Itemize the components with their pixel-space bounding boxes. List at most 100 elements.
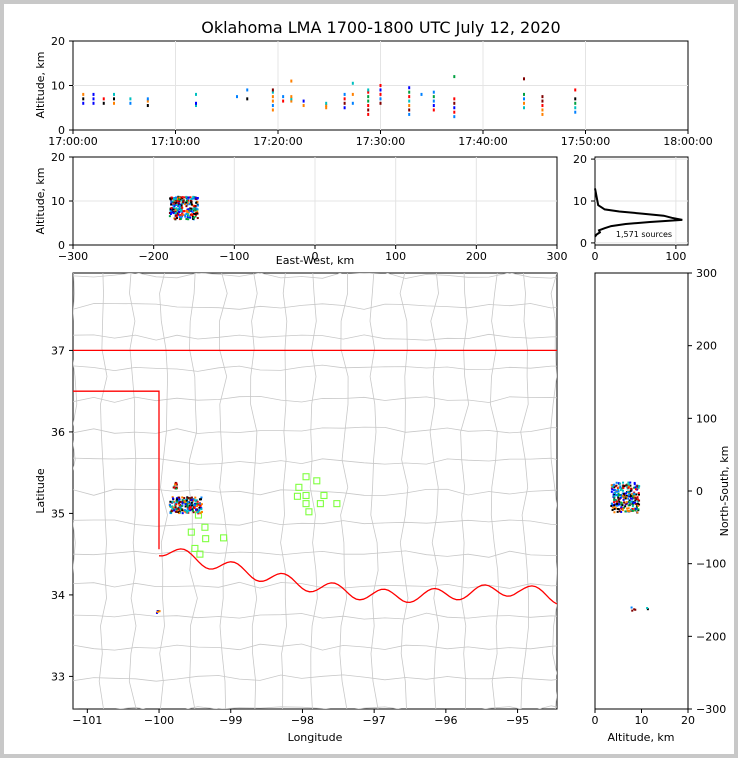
ew-source-mark: [173, 217, 176, 220]
ns-source-mark: [616, 494, 619, 497]
map-source-mark: [181, 509, 184, 512]
ns-x-tick-label: 20: [681, 714, 695, 727]
ew-tick-label: 200: [466, 250, 487, 263]
time-source-mark: [541, 112, 544, 116]
ew-source-mark: [171, 197, 174, 200]
ns-source-mark: [632, 502, 635, 505]
time-source-mark: [574, 97, 577, 101]
ew-source-mark: [196, 212, 199, 215]
ew-source-mark: [180, 216, 183, 219]
ns-source-mark: [612, 493, 615, 496]
ew-source-mark: [181, 206, 184, 209]
ns-source-mark: [625, 501, 628, 504]
time-source-mark: [146, 97, 149, 101]
ew-source-mark: [173, 200, 176, 203]
map-source-mark: [193, 503, 196, 506]
map-source-mark: [181, 496, 184, 499]
map-source-mark: [198, 498, 201, 501]
ns-source-mark: [625, 496, 628, 499]
ew-source-mark: [173, 197, 176, 200]
time-source-mark: [367, 99, 370, 103]
ew-source-mark: [174, 199, 177, 202]
map-source-mark: [176, 500, 179, 503]
ns-source-mark: [613, 508, 616, 511]
ew-source-mark: [185, 199, 188, 202]
ew-source-mark: [180, 199, 183, 202]
map-source-mark: [195, 505, 198, 508]
map-source-mark: [185, 499, 188, 502]
ns-source-mark: [635, 493, 638, 496]
time-source-mark: [302, 99, 305, 103]
map-source-mark: [190, 499, 193, 502]
figure-frame: Oklahoma LMA 1700-1800 UTC July 12, 2020…: [4, 4, 734, 754]
ns-source-mark: [615, 504, 618, 507]
time-source-mark: [367, 104, 370, 108]
county-line: [73, 581, 557, 589]
ns-source-mark: [630, 606, 633, 609]
map-source-mark: [179, 506, 182, 509]
map-source-mark: [184, 509, 187, 512]
ns-source-mark: [620, 507, 623, 510]
ns-source-mark: [637, 508, 640, 511]
ew-source-mark: [175, 215, 178, 218]
ew-source-mark: [181, 196, 184, 199]
ns-source-mark: [646, 608, 649, 611]
ns-source-mark: [634, 499, 637, 502]
ns-y-tick-label: −300: [696, 703, 726, 716]
ew-source-mark: [172, 200, 175, 203]
ns-source-mark: [628, 483, 631, 486]
ns-source-mark: [615, 499, 618, 502]
ns-source-mark: [618, 503, 621, 506]
ns-source-mark: [622, 484, 625, 487]
ew-alt-tick-label: 20: [51, 151, 65, 164]
county-line: [489, 273, 500, 709]
ns-source-mark: [615, 500, 618, 503]
ns-source-mark: [613, 489, 616, 492]
altitude-tick-label: 20: [51, 35, 65, 48]
map-source-mark: [171, 496, 174, 499]
ns-source-mark: [623, 485, 626, 488]
ns-source-mark: [630, 500, 633, 503]
time-source-mark: [432, 99, 435, 103]
map-source-mark: [183, 500, 186, 503]
map-source-mark: [200, 510, 203, 513]
ns-source-mark: [620, 495, 623, 498]
ns-source-mark: [613, 495, 616, 498]
ns-source-mark: [637, 486, 640, 489]
ew-source-mark: [175, 210, 178, 213]
map-source-mark: [193, 504, 196, 507]
ew-source-mark: [177, 204, 180, 207]
map-sources: [155, 481, 203, 614]
map-source-mark: [171, 500, 174, 503]
map-source-mark: [175, 487, 178, 490]
north-south-panel-xlabel: Altitude, km: [607, 731, 674, 744]
map-source-mark: [177, 502, 180, 505]
lma-station-marker: [302, 500, 310, 508]
ew-source-mark: [176, 212, 179, 215]
county-line: [73, 333, 557, 341]
ew-source-mark: [177, 213, 180, 216]
ns-source-mark: [637, 493, 640, 496]
map-source-mark: [195, 499, 198, 502]
histogram-panel-ticks: 0 100 0 10 20: [573, 153, 686, 263]
ns-source-mark: [633, 486, 636, 489]
lma-station-marker: [302, 491, 310, 500]
time-source-mark: [432, 108, 435, 112]
ns-source-mark: [619, 482, 622, 485]
ns-y-tick-label: 300: [696, 267, 717, 280]
map-panel-ticks: −101 −100 −99 −98 −97 −96 −95 33 34 35 36 37: [51, 344, 529, 727]
ns-source-mark: [610, 487, 613, 490]
county-line: [73, 395, 557, 403]
time-source-mark: [282, 99, 285, 103]
map-source-mark: [181, 502, 184, 505]
ns-source-mark: [633, 483, 636, 486]
east-west-panel-sources: [168, 195, 199, 221]
lma-station-marker: [302, 473, 310, 481]
county-line: [460, 273, 470, 709]
ew-source-mark: [191, 209, 194, 212]
ew-source-mark: [173, 203, 176, 206]
map-source-mark: [190, 501, 193, 504]
ew-source-mark: [170, 209, 173, 212]
lma-station-marker: [187, 528, 195, 536]
ns-source-mark: [610, 502, 613, 505]
